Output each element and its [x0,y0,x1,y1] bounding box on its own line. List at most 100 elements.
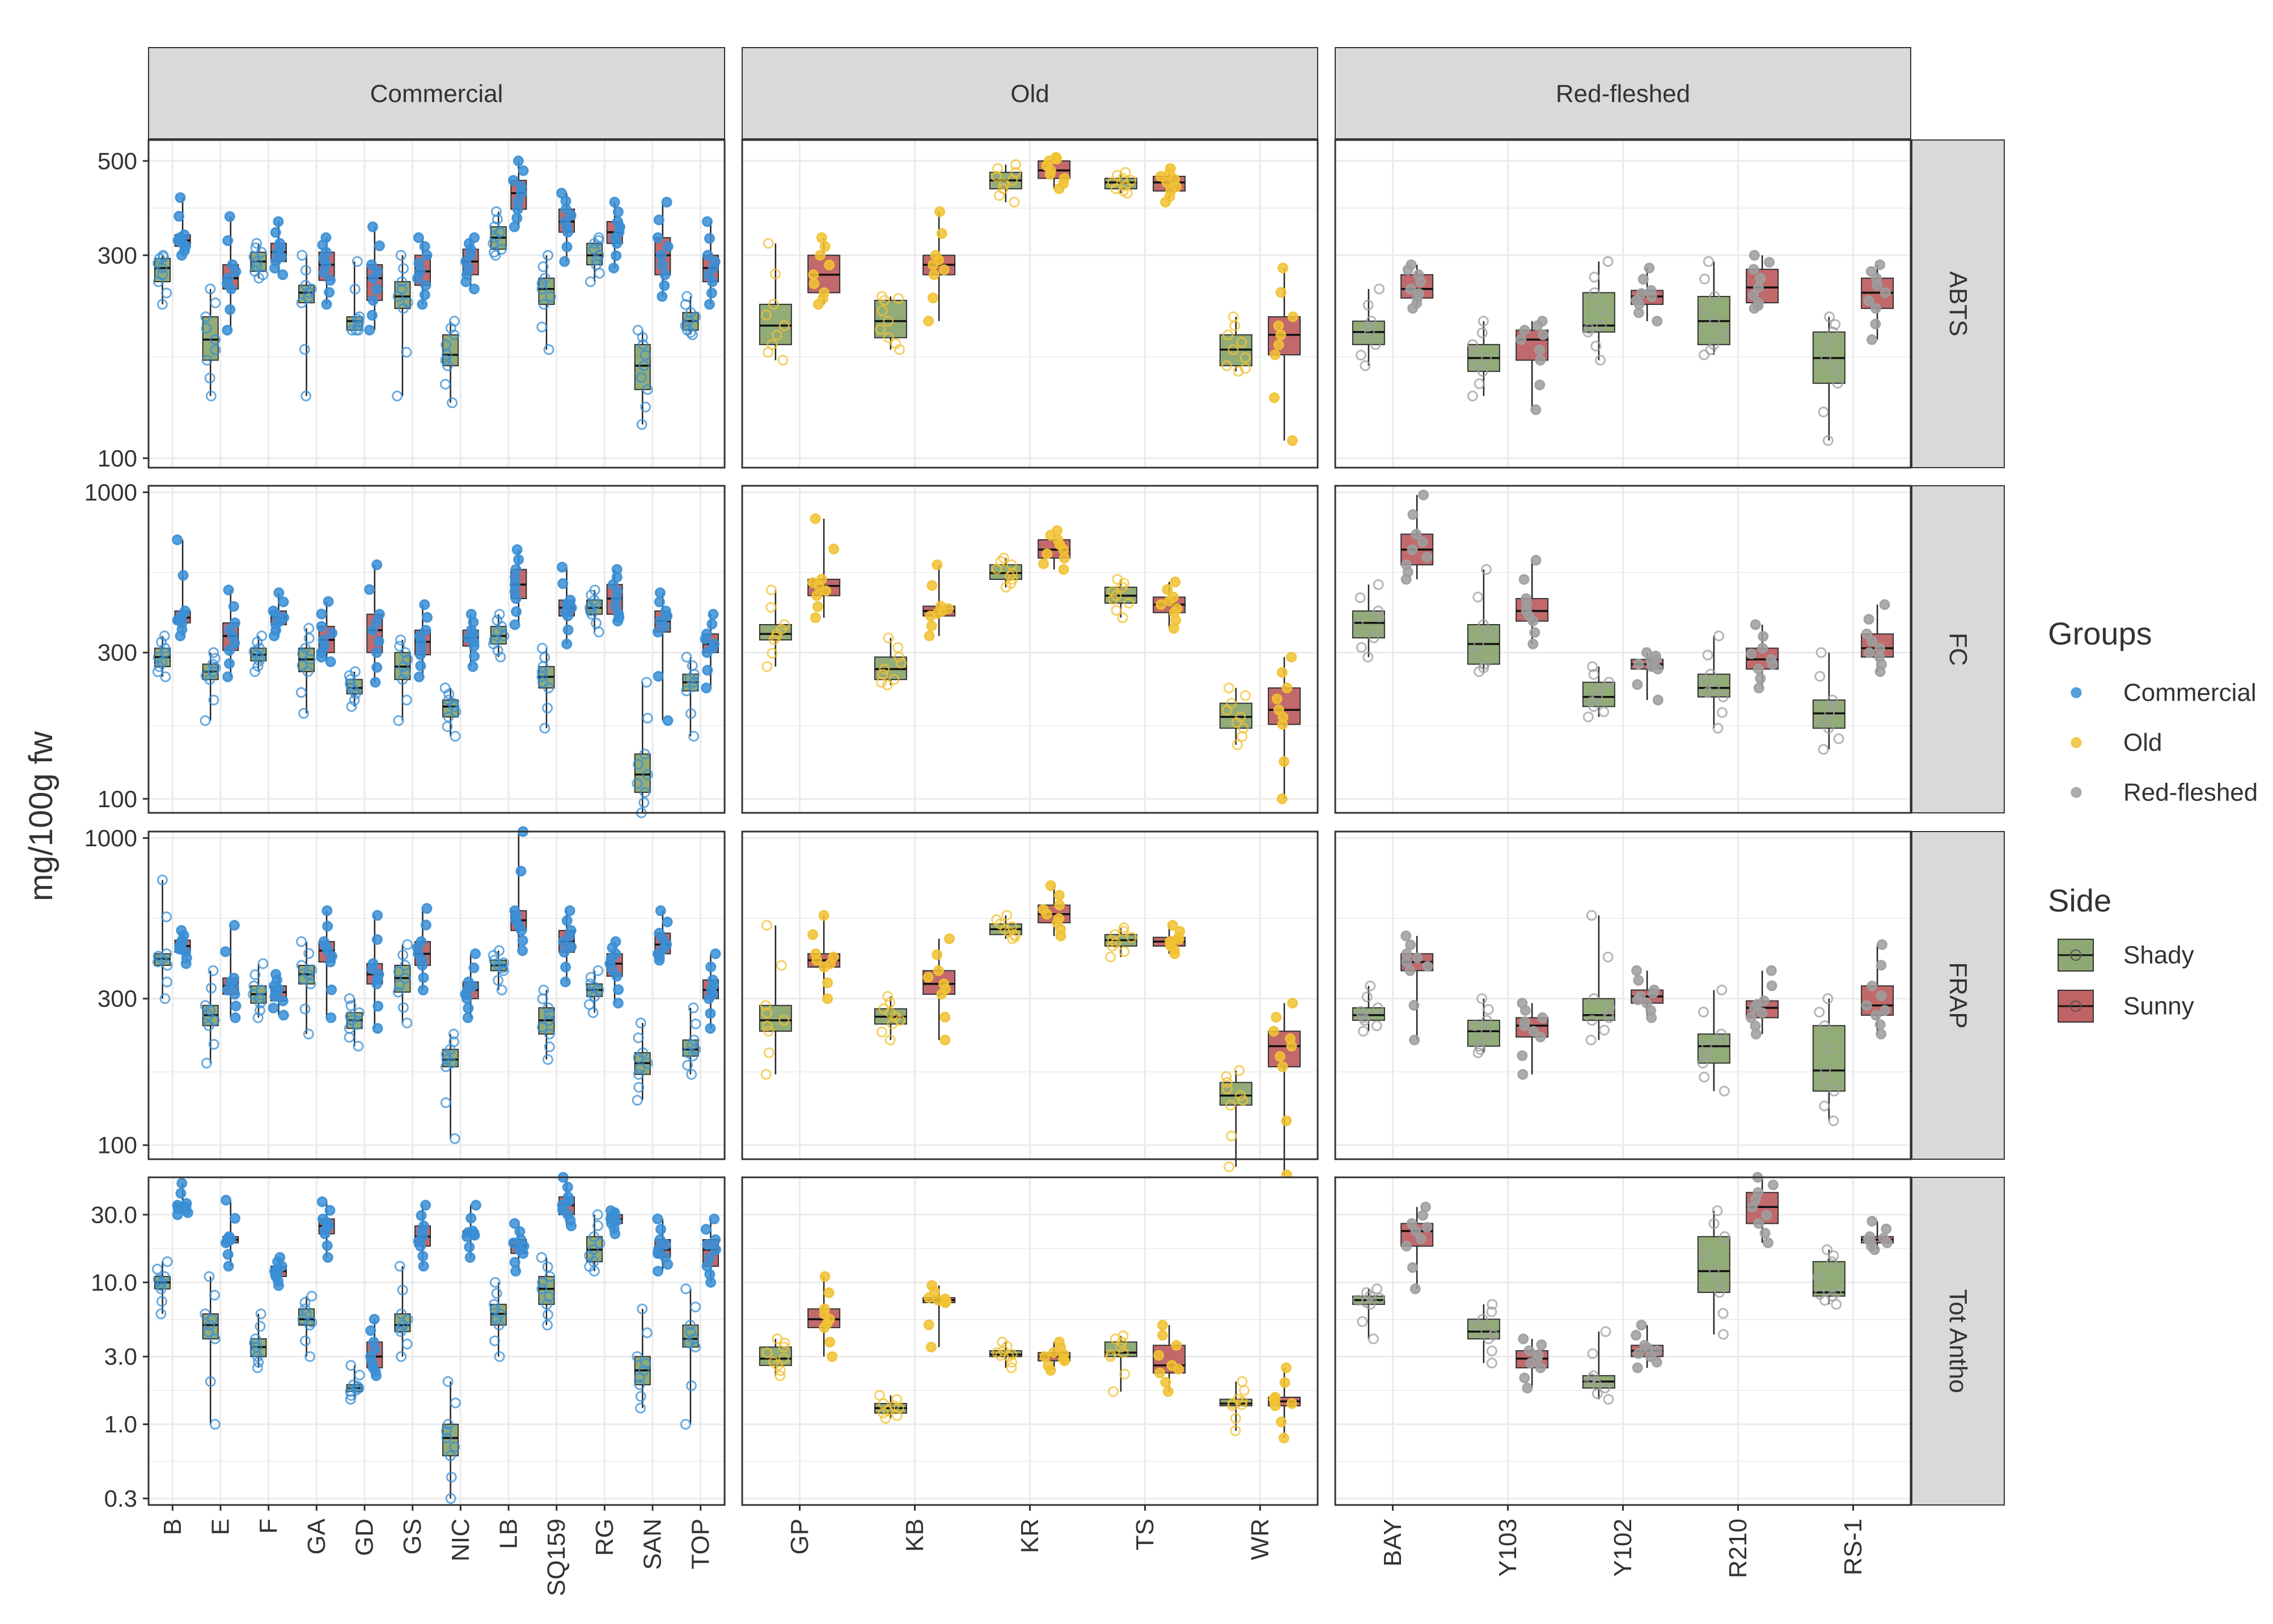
data-point [1174,926,1186,937]
data-point [1823,1042,1834,1054]
data-point [687,660,698,671]
data-point [224,658,235,669]
data-point [536,278,548,289]
box-tot-antho-e-sunny [220,1194,241,1272]
data-point [560,976,571,987]
data-point [544,1028,555,1040]
data-point [1746,648,1757,659]
data-point [517,935,528,946]
data-point [633,758,644,770]
data-point [1402,566,1413,578]
data-point [662,241,674,252]
data-point [1240,690,1251,701]
data-point [654,596,665,608]
data-point [810,612,821,624]
data-point [1477,366,1488,377]
data-point [939,1034,951,1046]
data-point [156,656,168,668]
data-point [760,1068,772,1080]
data-point [922,972,934,983]
data-point [228,601,239,612]
data-point [1880,287,1891,298]
box-fc-lb-shady [488,609,510,663]
data-point [1648,987,1659,999]
box-fc-y103-sunny [1516,554,1549,650]
data-point [492,214,503,225]
legend-groups: Groups Commercial Old Red-fleshed [2048,616,2258,807]
data-point [1523,610,1535,622]
data-point [761,1007,773,1019]
data-point [1529,627,1540,638]
box-abts-wr-sunny [1268,262,1301,446]
data-point [1532,320,1543,332]
data-point [1361,991,1373,1003]
data-point [607,964,618,976]
data-point [642,713,653,724]
data-point [172,534,183,545]
data-point [497,962,509,974]
box-abts-rg-sunny [606,197,625,274]
data-point [400,647,411,658]
data-point [465,250,476,261]
data-point [657,933,668,944]
data-point [609,197,620,208]
data-point [228,919,240,931]
data-point [1716,1028,1727,1040]
data-point [1123,597,1135,609]
data-point [761,309,772,321]
data-point [808,269,819,281]
data-point [1413,288,1425,299]
box-frap-sq159-sunny [558,905,577,987]
data-point [1364,327,1375,338]
data-point [633,1052,644,1063]
data-point [609,1207,620,1218]
panel-tot-antho-red-fleshed [1334,1172,1912,1506]
box-body [759,303,792,345]
box-fc-kb-sunny [922,559,956,642]
data-point [250,242,261,253]
data-point [1712,723,1724,734]
data-point [470,1199,481,1211]
data-point [1481,564,1492,575]
data-point [490,206,502,217]
data-point [592,965,604,976]
data-point [1222,1077,1233,1088]
y-tick-label: 0.3 [104,1485,137,1512]
data-point [1749,249,1760,261]
data-point [613,612,625,624]
panel-tot-antho-commercial [147,1172,726,1506]
data-point [1173,1363,1184,1375]
data-point [827,1351,838,1362]
data-point [209,1015,220,1026]
box-frap-lb-sunny [509,826,529,956]
box-frap-rs-1-sunny [1861,939,1894,1040]
data-point [365,1325,376,1336]
data-point [1054,900,1065,911]
data-point [1111,605,1122,616]
box-abts-r210-sunny [1746,249,1779,314]
panel-abts-old [741,139,1319,469]
data-point [1009,197,1020,208]
box-abts-ga-sunny [317,232,336,310]
data-point [203,1326,214,1338]
data-point [703,269,714,281]
data-point [818,910,829,921]
data-point [561,241,573,252]
box-abts-f-shady [248,238,269,284]
data-point [1820,1065,1831,1076]
data-point [614,221,625,232]
box-fc-e-shady [200,647,221,726]
data-point [1756,1007,1768,1019]
data-point [590,617,602,629]
data-point [448,1028,459,1040]
data-point [884,997,896,1008]
data-point [324,287,335,298]
data-point [1222,329,1234,341]
data-point [1110,183,1121,194]
x-tick-label: TOP [687,1519,714,1570]
data-point [543,682,554,694]
data-point [1819,1100,1830,1112]
box-fc-gs-shady [393,634,413,726]
data-point [1699,273,1710,285]
data-point [248,646,260,657]
